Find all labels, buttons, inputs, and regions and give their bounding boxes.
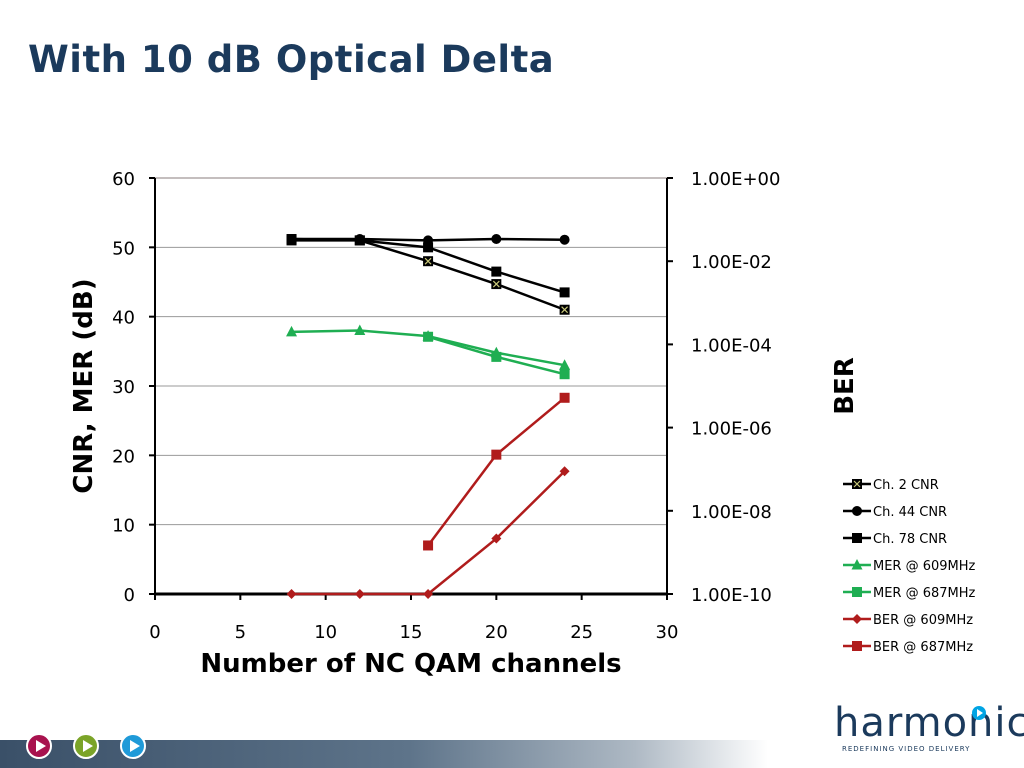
data-point <box>286 589 297 599</box>
data-point <box>286 234 297 245</box>
data-point <box>286 325 298 337</box>
y-tick-label: 20 <box>112 446 135 467</box>
data-point <box>559 466 570 477</box>
play-icon <box>130 740 140 752</box>
series-6 <box>423 392 570 551</box>
data-point <box>491 533 502 544</box>
data-point <box>852 587 862 597</box>
data-point <box>491 234 502 245</box>
y-axis-title: CNR, MER (dB) <box>69 278 99 493</box>
play-icon <box>83 740 93 752</box>
x-tick-label: 15 <box>400 622 423 643</box>
data-point <box>491 449 502 460</box>
series-3 <box>286 324 571 370</box>
play-icon <box>36 740 46 752</box>
legend-label: Ch. 2 CNR <box>873 478 939 493</box>
y2-tick-label: 1.00E-02 <box>691 252 772 273</box>
legend-item: BER @ 687MHz <box>843 640 973 655</box>
series-line <box>427 396 566 547</box>
logo-play-icon <box>972 706 986 720</box>
nav-play-button-2[interactable] <box>73 733 99 759</box>
data-point-mark <box>492 280 500 288</box>
legend-item: Ch. 78 CNR <box>843 532 947 547</box>
data-point <box>559 392 570 403</box>
series-4 <box>423 331 570 380</box>
y-tick-label: 0 <box>124 585 135 606</box>
chart: 01020304050601.00E-101.00E-081.00E-061.0… <box>69 169 976 679</box>
legend-item: Ch. 44 CNR <box>843 505 947 520</box>
legend: Ch. 2 CNR Ch. 44 CNR Ch. 78 CNR MER @ 609MH… <box>843 478 976 655</box>
x-tick-label: 10 <box>314 622 337 643</box>
harmonic-logo: harmonic REDEFINING VIDEO DELIVERY <box>830 700 1024 760</box>
legend-label: MER @ 609MHz <box>873 559 976 574</box>
legend-label: Ch. 78 CNR <box>873 532 947 547</box>
legend-label: MER @ 687MHz <box>873 586 976 601</box>
slide-title: With 10 dB Optical Delta <box>28 38 555 81</box>
data-point <box>559 369 570 380</box>
legend-item: MER @ 609MHz <box>843 559 976 574</box>
y-tick-label: 50 <box>112 238 135 259</box>
y2-tick-label: 1.00E-04 <box>691 335 772 356</box>
data-point <box>491 266 502 277</box>
y-tick-label: 60 <box>112 169 135 190</box>
tick-labels: 01020304050601.00E-101.00E-081.00E-061.0… <box>112 169 780 643</box>
data-point <box>852 533 862 543</box>
y-tick-label: 30 <box>112 377 135 398</box>
data-point <box>852 614 862 624</box>
data-point <box>423 242 434 253</box>
logo-wordmark: harmonic <box>834 700 1024 746</box>
x-axis-title: Number of NC QAM channels <box>200 649 621 679</box>
data-point <box>423 589 434 599</box>
x-tick-label: 30 <box>656 622 679 643</box>
data-point-mark <box>561 306 569 314</box>
legend-item: Ch. 2 CNR <box>843 478 939 493</box>
data-point <box>491 351 502 362</box>
y-tick-label: 40 <box>112 308 135 329</box>
x-tick-label: 5 <box>235 622 246 643</box>
x-tick-label: 25 <box>570 622 593 643</box>
footer-bar <box>0 740 1024 768</box>
series-5 <box>286 466 570 599</box>
data-point <box>354 324 366 336</box>
series-layer <box>286 234 571 599</box>
logo-tagline: REDEFINING VIDEO DELIVERY <box>842 745 971 753</box>
y2-tick-label: 1.00E-06 <box>691 419 772 440</box>
data-point <box>851 559 863 570</box>
data-point <box>559 359 571 370</box>
series-2 <box>286 234 570 298</box>
legend-item: MER @ 687MHz <box>843 586 976 601</box>
x-tick-label: 0 <box>149 622 160 643</box>
y2-tick-label: 1.00E-08 <box>691 502 772 523</box>
y-tick-label: 10 <box>112 516 135 537</box>
nav-play-button-1[interactable] <box>26 733 52 759</box>
data-point <box>852 641 862 651</box>
data-point <box>423 540 434 551</box>
x-tick-label: 20 <box>485 622 508 643</box>
data-point <box>354 589 365 599</box>
data-point <box>423 331 434 342</box>
legend-label: Ch. 44 CNR <box>873 505 947 520</box>
y2-axis-title: BER <box>830 357 860 415</box>
data-point <box>852 506 862 516</box>
data-point <box>354 235 365 246</box>
nav-play-button-3[interactable] <box>120 733 146 759</box>
y2-tick-label: 1.00E-10 <box>691 585 772 606</box>
series-line <box>291 470 566 596</box>
legend-item: BER @ 609MHz <box>843 613 973 628</box>
data-point <box>559 287 570 298</box>
legend-label: BER @ 687MHz <box>873 640 973 655</box>
data-point-mark <box>853 480 861 488</box>
legend-label: BER @ 609MHz <box>873 613 973 628</box>
data-point-mark <box>424 257 432 265</box>
data-point <box>559 234 570 245</box>
gridlines <box>155 177 667 526</box>
y2-tick-label: 1.00E+00 <box>691 169 780 190</box>
